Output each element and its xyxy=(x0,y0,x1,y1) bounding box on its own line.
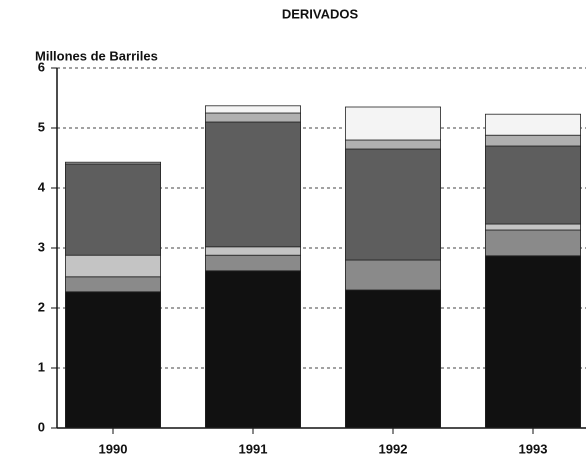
bar-segment xyxy=(204,270,301,429)
bar-segment xyxy=(65,254,161,278)
bar-segment xyxy=(344,139,441,150)
y-tick-label: 5 xyxy=(38,119,45,134)
x-tick-label: 1993 xyxy=(519,441,548,456)
bar-segment xyxy=(204,246,301,256)
bar-segment xyxy=(484,113,581,136)
bar-segment xyxy=(65,161,161,165)
bar-segment xyxy=(344,106,441,141)
bar-segment xyxy=(204,112,301,123)
x-tick-label: 1991 xyxy=(239,441,268,456)
bar-segment xyxy=(484,223,581,231)
x-tick-label: 1990 xyxy=(99,441,128,456)
y-tick-label: 0 xyxy=(38,419,45,434)
y-tick-label: 1 xyxy=(38,359,45,374)
bar-segment xyxy=(344,289,441,429)
chart-title: DERIVADOS xyxy=(282,6,359,21)
x-tick-label: 1992 xyxy=(379,441,408,456)
y-tick-label: 2 xyxy=(38,299,45,314)
bar-segment xyxy=(484,229,581,257)
y-axis-label: Millones de Barriles xyxy=(35,48,158,63)
bar-segment xyxy=(344,148,441,261)
bar-segment xyxy=(65,276,161,293)
bar-segment xyxy=(484,255,581,429)
bar-segment xyxy=(204,105,301,114)
bar-segment xyxy=(65,163,161,256)
bar-segment xyxy=(204,254,301,272)
bar-segment xyxy=(484,134,581,147)
bar-segment xyxy=(65,291,161,429)
bar-segment xyxy=(344,259,441,291)
y-tick-label: 4 xyxy=(38,179,46,194)
bar-segment xyxy=(204,121,301,248)
y-tick-label: 3 xyxy=(38,239,45,254)
bar-segment xyxy=(484,145,581,225)
y-tick-label: 6 xyxy=(38,59,45,74)
